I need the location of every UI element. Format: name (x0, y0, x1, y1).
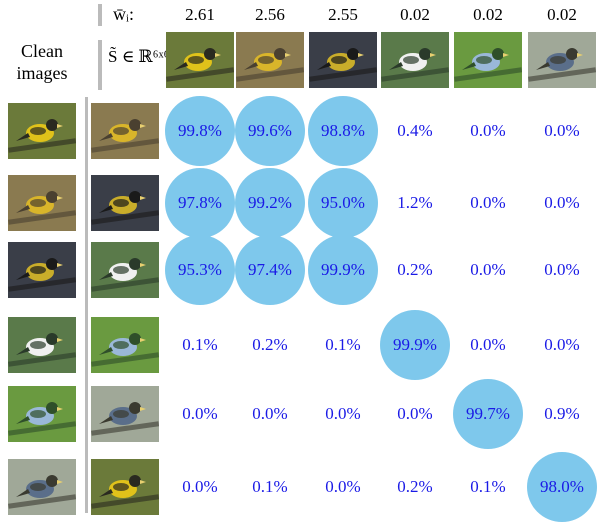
similarity-value: 0.2% (252, 335, 288, 354)
weight-label: w̄ᵢ: (113, 4, 134, 24)
evening-grosbeak-male-perched-image (166, 27, 234, 93)
similarity-value: 0.2% (397, 260, 433, 279)
similarity-value: 0.1% (252, 477, 288, 496)
similarity-value: 1.2% (397, 193, 433, 212)
clean-label-line1: Clean (21, 41, 63, 61)
similarity-value: 0.0% (182, 477, 218, 496)
evening-grosbeak-clean-4 (8, 311, 76, 379)
similarity-value: 98.8% (321, 121, 365, 140)
highlight-circle (380, 310, 450, 380)
column-weight: 0.02 (547, 5, 577, 24)
evening-grosbeak-clean-2 (8, 169, 76, 237)
highlight-circle (165, 96, 235, 166)
similarity-value: 0.1% (182, 335, 218, 354)
similarity-value: 0.0% (397, 404, 433, 423)
similarity-value: 0.0% (470, 121, 506, 140)
clean-images-label: Clean images (6, 40, 78, 84)
bird-at-window-feeder-image (381, 27, 449, 93)
adversarial-3 (91, 236, 159, 304)
blue-jay-in-foliage-image (454, 27, 522, 93)
highlight-circle (235, 168, 305, 238)
similarity-value: 0.2% (397, 477, 433, 496)
similarity-value: 0.1% (325, 335, 361, 354)
grosbeak-at-window-clean-6 (8, 453, 76, 521)
evening-grosbeak-clean-3 (8, 236, 76, 304)
similarity-value: 0.9% (544, 404, 580, 423)
similarity-value: 0.0% (182, 404, 218, 423)
adversarial-1 (91, 97, 159, 165)
adversarial-6 (91, 453, 159, 521)
evening-grosbeak-on-feeder-image (236, 27, 304, 93)
column-weight: 2.61 (185, 5, 215, 24)
column-weight: 0.02 (400, 5, 430, 24)
column-weight: 2.55 (328, 5, 358, 24)
evening-grosbeak-clean-1 (8, 97, 76, 165)
column-weight: 2.56 (255, 5, 285, 24)
highlight-circle (235, 235, 305, 305)
highlight-circle (308, 96, 378, 166)
similarity-value: 99.8% (178, 121, 222, 140)
highlight-circle (165, 235, 235, 305)
similarity-value: 0.0% (544, 121, 580, 140)
highlight-circle (308, 235, 378, 305)
header-divider-mid (98, 40, 102, 90)
similarity-value: 0.0% (544, 193, 580, 212)
brown-bird-clean-5 (8, 380, 76, 448)
similarity-value: 0.0% (252, 404, 288, 423)
similarity-value: 0.0% (470, 335, 506, 354)
similarity-value: 99.7% (466, 404, 510, 423)
similarity-value: 0.0% (470, 260, 506, 279)
similarity-value: 99.9% (321, 260, 365, 279)
matrix-label: S̃ ∈ ℝ⁶ˣ⁶ (108, 47, 170, 66)
similarity-value: 99.2% (248, 193, 292, 212)
highlight-circle (235, 96, 305, 166)
highlight-circle (527, 452, 597, 522)
similarity-value: 0.0% (325, 404, 361, 423)
similarity-value: 0.4% (397, 121, 433, 140)
similarity-value: 0.0% (544, 260, 580, 279)
similarity-value: 95.0% (321, 193, 365, 212)
highlight-circle (453, 379, 523, 449)
highlight-circle (165, 168, 235, 238)
adversarial-4 (91, 311, 159, 379)
similarity-value: 0.1% (470, 477, 506, 496)
similarity-value: 97.4% (248, 260, 292, 279)
adversarial-5 (91, 380, 159, 448)
kingfisher-on-branch-image (528, 27, 596, 93)
similarity-value: 95.3% (178, 260, 222, 279)
similarity-value: 0.0% (544, 335, 580, 354)
header-divider-top (98, 4, 102, 26)
similarity-value: 0.0% (325, 477, 361, 496)
highlight-circle (308, 168, 378, 238)
column-weight: 0.02 (473, 5, 503, 24)
similarity-value: 99.6% (248, 121, 292, 140)
similarity-value: 98.0% (540, 477, 584, 496)
similarity-value: 0.0% (470, 193, 506, 212)
evening-grosbeak-dark-background-image (309, 27, 377, 93)
clean-label-line2: images (16, 63, 68, 83)
similarity-value: 97.8% (178, 193, 222, 212)
adversarial-2 (91, 169, 159, 237)
clean-adv-divider (85, 97, 88, 513)
similarity-value: 99.9% (393, 335, 437, 354)
